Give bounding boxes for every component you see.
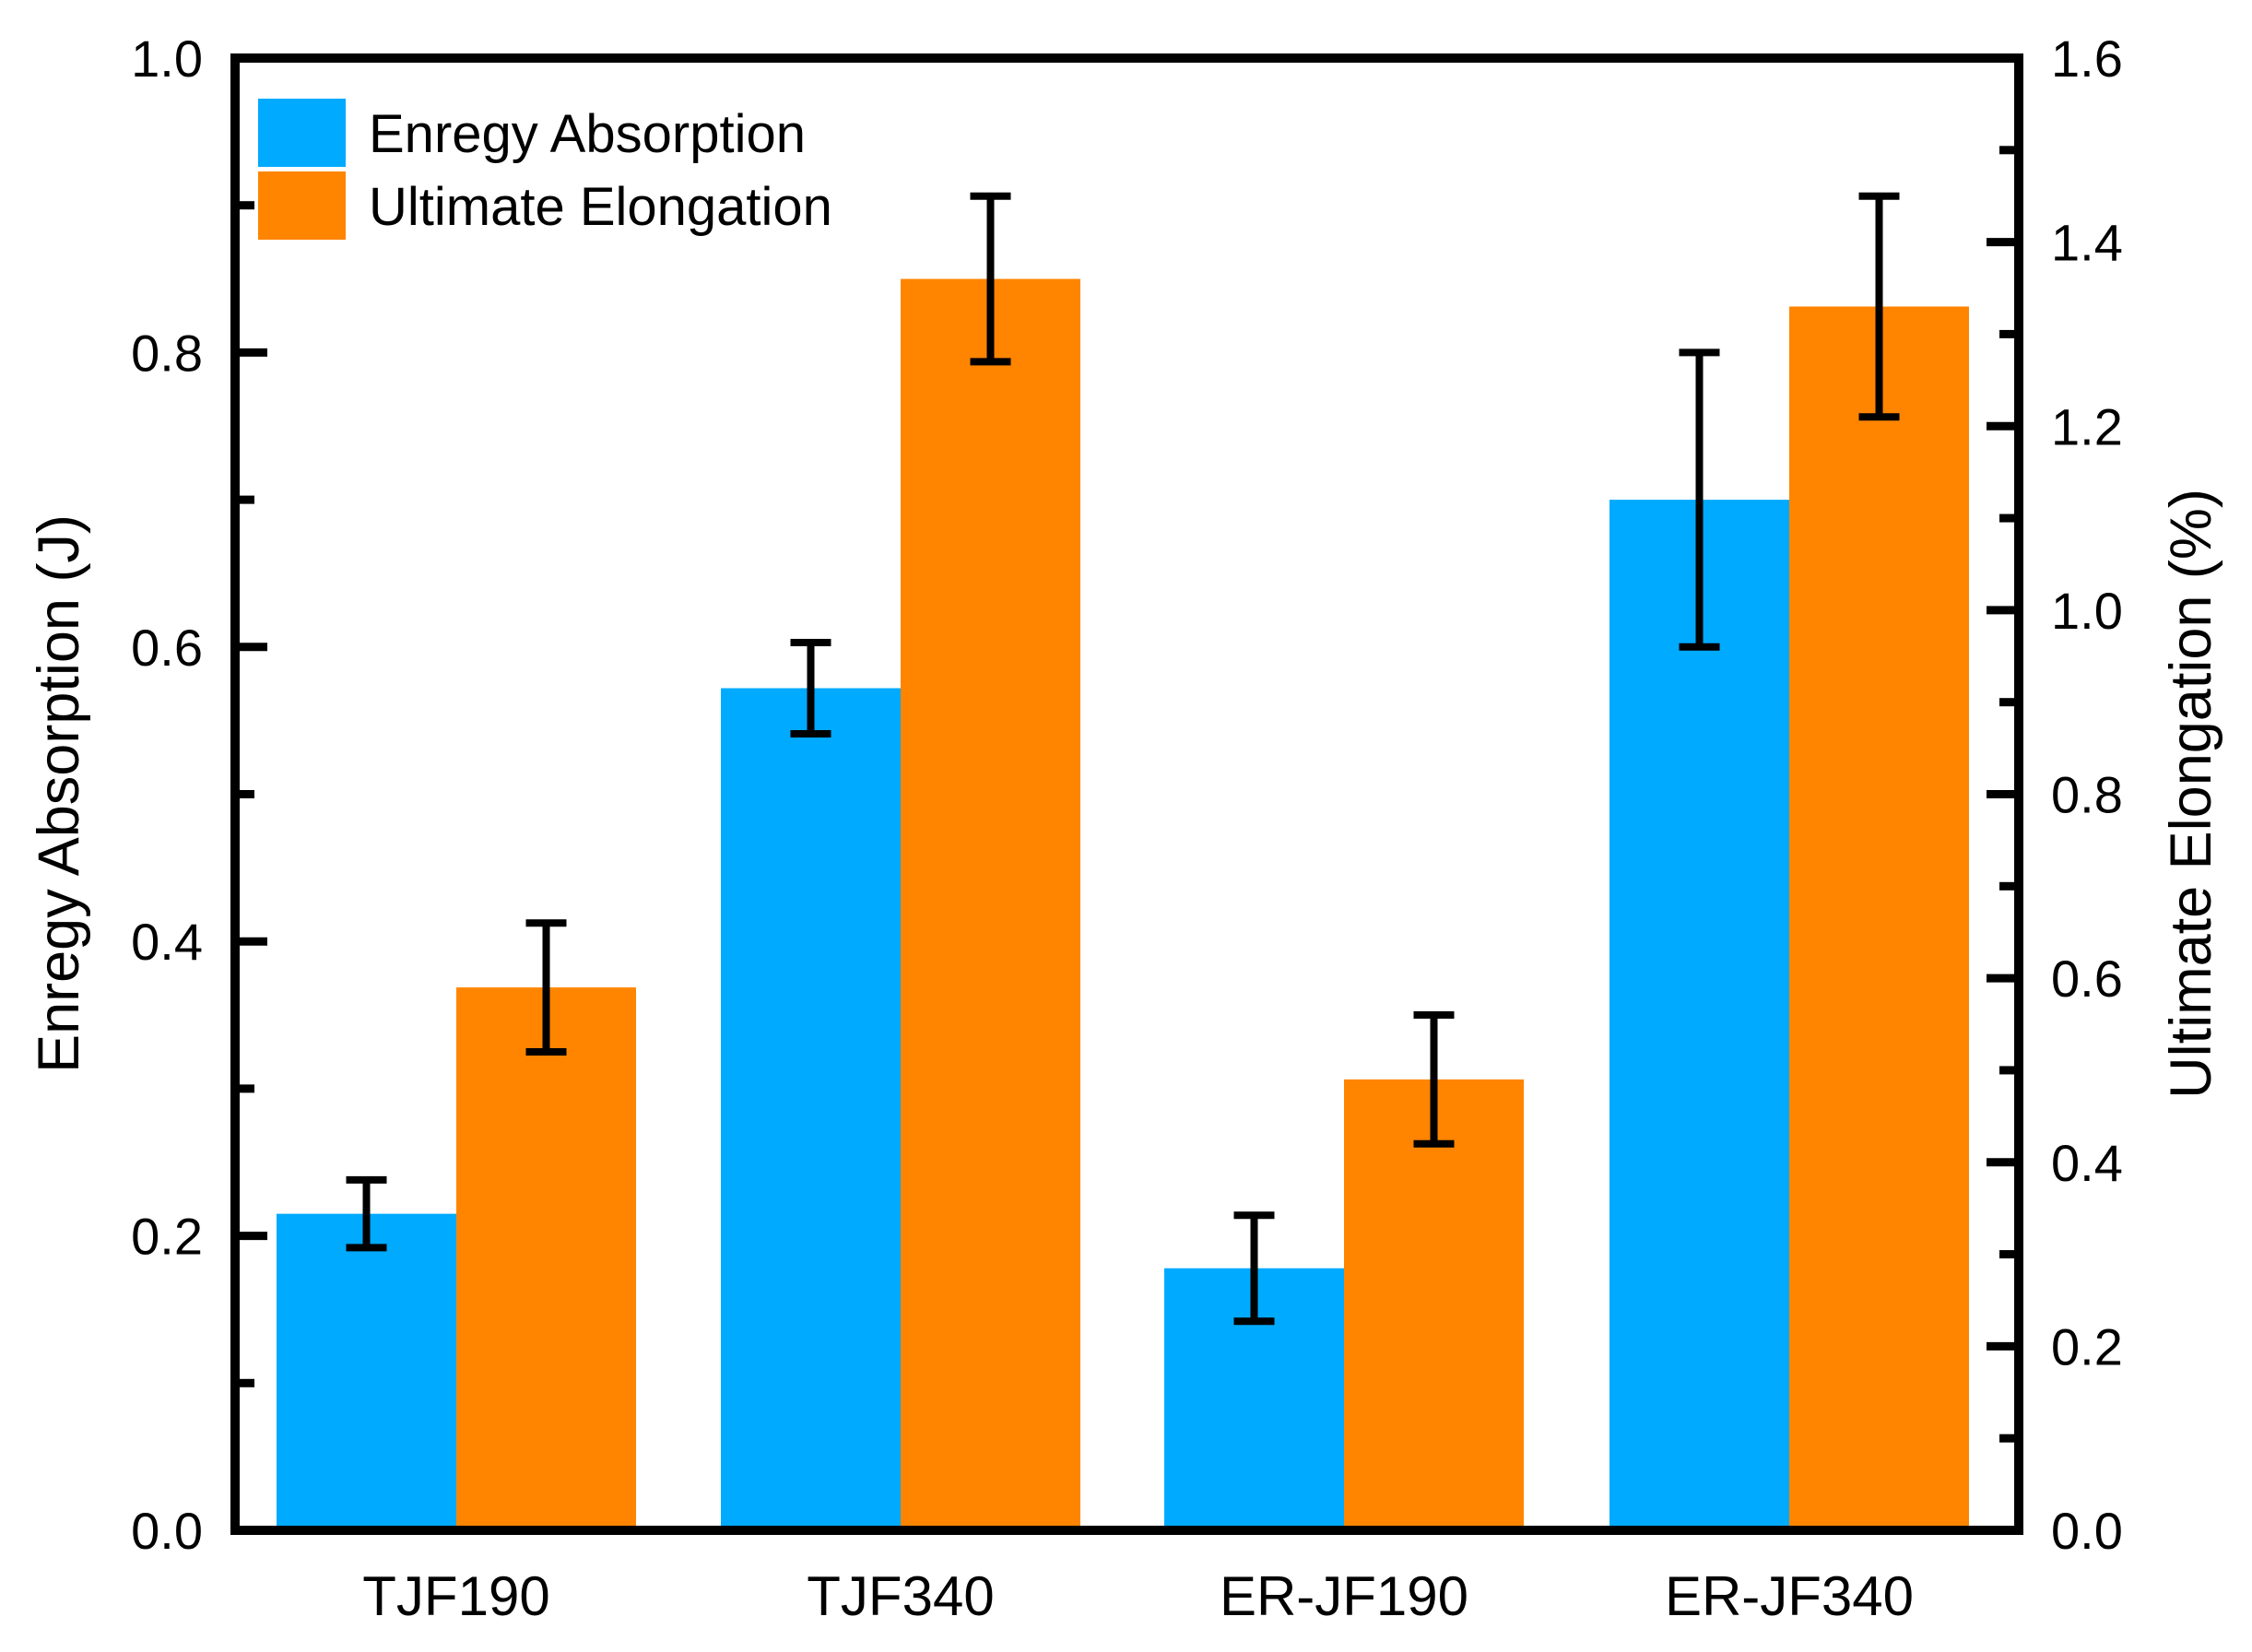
right-axis-tick-label: 1.0 [2051, 582, 2123, 640]
bar [901, 278, 1080, 1530]
left-axis-tick-label: 0.0 [131, 1502, 203, 1560]
x-axis-category-label: TJF340 [807, 1565, 994, 1627]
left-axis-tick-label: 0.8 [131, 324, 203, 382]
plot-frame [230, 53, 2023, 1535]
bar [456, 987, 636, 1530]
legend: Enregy Absorption Ultimate Elongation [258, 99, 832, 240]
left-axis-tick-label: 0.2 [131, 1208, 203, 1266]
right-axis-tick-label: 1.4 [2051, 214, 2123, 272]
bars-layer [277, 278, 1969, 1530]
left-axis-tick-label: 0.6 [131, 619, 203, 677]
x-axis-category-label: ER-JF340 [1665, 1565, 1914, 1627]
bar [277, 1213, 456, 1530]
legend-swatch-ultimate-elongation [258, 171, 346, 240]
right-axis-title: Ultimate Elongation (%) [2159, 489, 2223, 1099]
axes-layer: 0.0 0.2 0.4 0.6 0.8 1.0 0.0 0.2 0.4 0.6 0.8 1.0 1.2 1… [131, 30, 2123, 1627]
bar [721, 688, 901, 1530]
error-bars-layer [346, 192, 1900, 1326]
right-axis-tick-label: 0.2 [2051, 1317, 2123, 1375]
bar [1609, 500, 1789, 1530]
right-axis-tick-label: 0.8 [2051, 766, 2123, 824]
legend-label-energy-absorption: Enregy Absorption [369, 104, 806, 164]
right-axis-tick-label: 1.2 [2051, 397, 2123, 455]
right-axis-tick-label: 1.6 [2051, 30, 2123, 88]
bar [1344, 1079, 1524, 1530]
legend-label-ultimate-elongation: Ultimate Elongation [369, 177, 832, 237]
right-axis-tick-label: 0.6 [2051, 950, 2123, 1008]
x-axis-category-label: TJF190 [362, 1565, 549, 1627]
right-axis-tick-label: 0.4 [2051, 1134, 2123, 1192]
bar [1789, 306, 1969, 1530]
left-axis-tick-label: 0.4 [131, 913, 203, 971]
legend-swatch-energy-absorption [258, 99, 346, 167]
left-axis-tick-label: 1.0 [131, 30, 203, 88]
left-axis-title: Enregy Absorption (J) [27, 514, 91, 1073]
x-axis-category-label: ER-JF190 [1220, 1565, 1468, 1627]
right-axis-tick-label: 0.0 [2051, 1502, 2123, 1560]
